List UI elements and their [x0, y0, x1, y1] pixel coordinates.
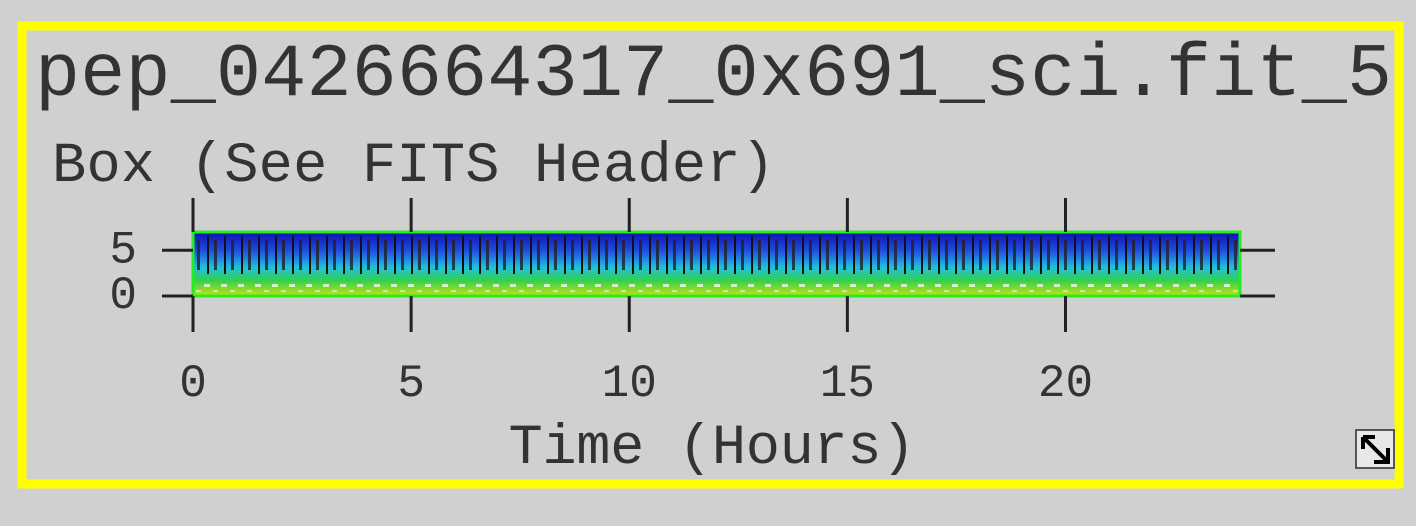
x-axis-label: Time (Hours) — [509, 417, 916, 481]
resize-button[interactable] — [1356, 430, 1394, 468]
y-axis-label: Box (See FITS Header) — [52, 135, 775, 199]
plot-panel: pep_0426664317_0x691_sci.fit_5 Box (See … — [0, 0, 1416, 526]
x-tick-label: 20 — [1038, 358, 1093, 410]
x-tick-label: 5 — [397, 358, 425, 410]
x-tick-label: 10 — [602, 358, 657, 410]
x-tick-label: 0 — [179, 358, 207, 410]
y-tick-label: 0 — [109, 270, 137, 322]
x-tick-label: 15 — [820, 358, 875, 410]
panel-title: pep_0426664317_0x691_sci.fit_5 — [35, 33, 1392, 118]
spectrogram-texture — [193, 232, 1240, 296]
y-tick-label: 5 — [109, 224, 137, 276]
